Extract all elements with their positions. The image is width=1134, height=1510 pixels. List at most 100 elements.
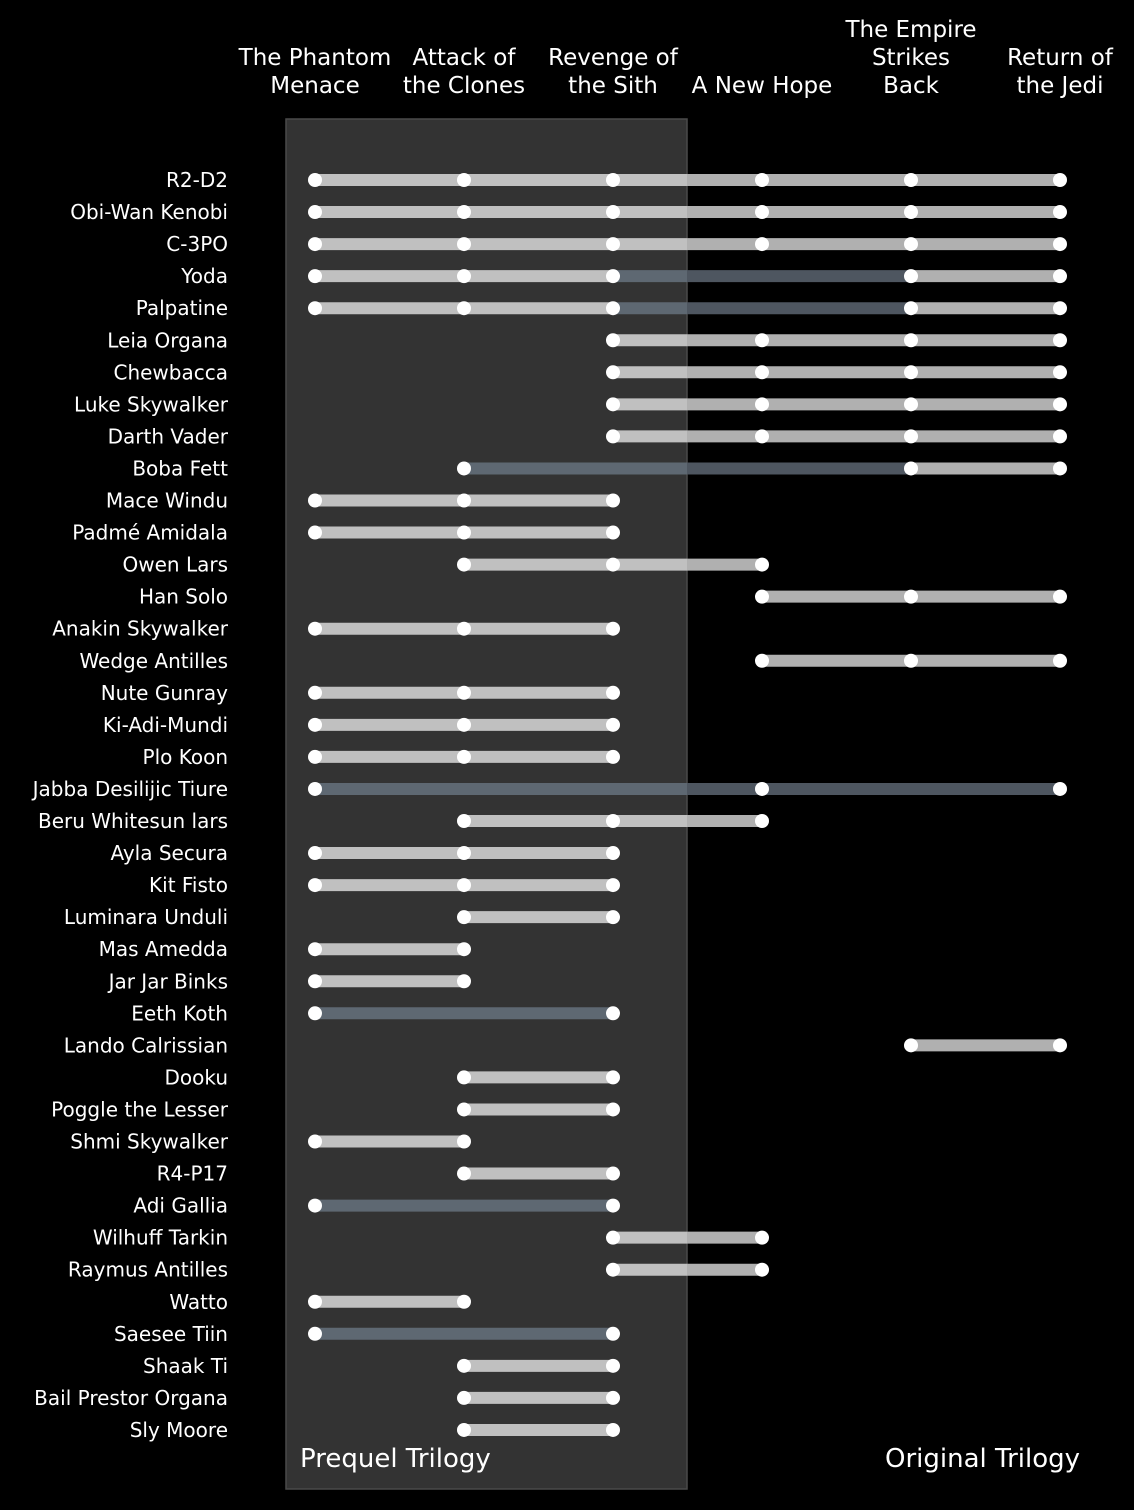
character-row: Boba Fett [132, 456, 1067, 480]
character-row: Watto [169, 1290, 471, 1314]
appearance-dot [457, 878, 471, 893]
appearance-dot [308, 942, 322, 957]
appearance-dot [606, 1198, 620, 1213]
appearance-dot [308, 205, 322, 220]
film-header-line: Back [883, 73, 940, 99]
film-header-4: The Empire Strikes Back [844, 17, 976, 99]
appearance-dot [308, 525, 322, 540]
appearance-dot [904, 365, 918, 380]
appearance-dot [904, 1038, 918, 1053]
appearance-dot [308, 237, 322, 252]
appearance-dot [308, 1006, 322, 1021]
character-label: Jar Jar Binks [107, 969, 228, 993]
appearance-dot [457, 1134, 471, 1149]
appearance-dot [606, 525, 620, 540]
character-row: Obi-Wan Kenobi [70, 200, 1067, 224]
character-row: Wilhuff Tarkin [93, 1226, 769, 1250]
character-label: Chewbacca [113, 360, 228, 384]
film-header-line: the Sith [568, 73, 658, 99]
appearance-dot [606, 205, 620, 220]
appearance-dot [755, 1230, 769, 1245]
appearance-dot [606, 1390, 620, 1405]
character-label: Ki-Adi-Mundi [103, 713, 228, 737]
appearance-dot [1053, 333, 1067, 348]
appearance-dot [457, 557, 471, 572]
character-row: Wedge Antilles [79, 649, 1067, 673]
character-row: C-3PO [166, 232, 1067, 256]
appearance-dot [308, 878, 322, 893]
appearance-dot [606, 749, 620, 764]
trilogy-label-original: Original Trilogy [885, 1444, 1080, 1474]
character-row: Kit Fisto [149, 873, 620, 897]
appearance-dot [606, 717, 620, 732]
film-header-line: Attack of [413, 45, 517, 71]
appearance-dot [457, 1166, 471, 1181]
character-row: Chewbacca [113, 360, 1067, 384]
character-row: Palpatine [136, 296, 1067, 320]
film-header-2: Revenge of the Sith [548, 45, 679, 99]
character-row: R2-D2 [166, 168, 1067, 192]
character-row: Luke Skywalker [74, 392, 1067, 416]
character-row: R4-P17 [157, 1162, 620, 1186]
character-label: R4-P17 [157, 1162, 228, 1186]
appearance-dot [755, 781, 769, 796]
character-label: Palpatine [136, 296, 228, 320]
film-header-line: the Jedi [1017, 73, 1104, 99]
appearance-dot [457, 814, 471, 828]
appearance-dot [1053, 205, 1067, 220]
appearance-dot [308, 1326, 322, 1341]
appearance-dot [904, 173, 918, 187]
character-label: Boba Fett [132, 456, 228, 480]
character-row: Yoda [180, 264, 1067, 288]
appearance-dot [457, 205, 471, 220]
film-header-5: Return of the Jedi [1007, 45, 1114, 99]
appearance-dot [1053, 781, 1067, 796]
trilogy-label-prequel: Prequel Trilogy [300, 1444, 491, 1474]
film-header-0: The Phantom Menace [238, 45, 392, 99]
character-row: Eeth Koth [131, 1001, 620, 1025]
appearance-dot [904, 397, 918, 412]
character-label: Yoda [180, 264, 228, 288]
appearance-dot [606, 1102, 620, 1117]
appearance-dot [308, 173, 322, 187]
character-label: Nute Gunray [101, 681, 228, 705]
character-label: Leia Organa [107, 328, 228, 352]
appearance-dot [308, 974, 322, 989]
appearance-dot [606, 1262, 620, 1277]
appearance-dot [606, 1070, 620, 1085]
appearance-dot [904, 333, 918, 348]
character-label: Mace Windu [106, 489, 228, 513]
film-header-3: A New Hope [692, 73, 833, 99]
film-header-line: A New Hope [692, 73, 833, 99]
appearance-dot [1053, 429, 1067, 444]
character-row: Plo Koon [143, 745, 620, 769]
film-header-1: Attack of the Clones [403, 45, 525, 99]
character-row: Leia Organa [107, 328, 1067, 352]
appearance-dot [457, 1358, 471, 1373]
appearance-dot [755, 1262, 769, 1277]
character-label: Saesee Tiin [114, 1322, 228, 1346]
appearance-dot [308, 749, 322, 764]
character-label: C-3PO [166, 232, 228, 256]
appearance-dot [606, 910, 620, 925]
appearance-dot [606, 846, 620, 861]
appearance-dot [1053, 173, 1067, 187]
character-label: Watto [169, 1290, 228, 1314]
appearance-dot [755, 173, 769, 187]
character-label: Poggle the Lesser [51, 1097, 229, 1121]
appearance-dot [606, 685, 620, 700]
appearance-dot [308, 493, 322, 508]
appearance-dot [457, 1294, 471, 1309]
film-header-line: Menace [270, 73, 359, 99]
appearance-dot [904, 269, 918, 284]
character-label: Sly Moore [130, 1418, 228, 1442]
appearance-dot [606, 429, 620, 444]
appearance-dot [755, 814, 769, 828]
appearance-dot [457, 910, 471, 925]
character-row: Bail Prestor Organa [34, 1386, 620, 1410]
appearance-dot [1053, 301, 1067, 316]
film-header-line: the Clones [403, 73, 525, 99]
character-row: Anakin Skywalker [52, 617, 620, 641]
character-label: R2-D2 [166, 168, 228, 192]
